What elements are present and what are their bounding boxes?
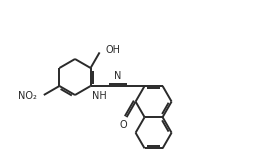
Text: NH: NH <box>92 91 107 101</box>
Text: NO₂: NO₂ <box>18 91 37 101</box>
Text: O: O <box>120 120 127 130</box>
Text: OH: OH <box>105 45 121 55</box>
Text: N: N <box>114 71 121 81</box>
